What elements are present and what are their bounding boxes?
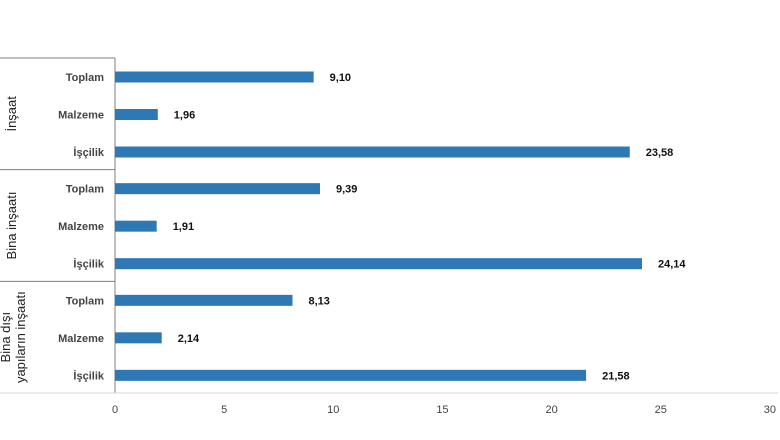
data-label: 21,58	[602, 370, 630, 382]
data-label: 23,58	[646, 147, 674, 159]
x-tick-label: 25	[655, 404, 667, 416]
x-tick-label: 20	[545, 404, 557, 416]
category-label: İşçilik	[73, 258, 104, 271]
x-tick-label: 5	[221, 404, 227, 416]
group-label-line: İnşaat	[4, 96, 19, 132]
data-label: 8,13	[308, 295, 329, 307]
category-label: Toplam	[66, 295, 105, 307]
data-label: 24,14	[658, 259, 686, 271]
chart-bars	[115, 71, 642, 381]
bar	[115, 258, 642, 270]
category-label: İşçilik	[73, 146, 104, 159]
group-label-line: Bina dışı	[0, 312, 13, 363]
data-label: 1,96	[174, 110, 195, 122]
group-label: Bina inşaatı	[4, 192, 19, 260]
data-label: 2,14	[178, 333, 200, 345]
bar	[115, 294, 293, 306]
category-label: Toplam	[66, 72, 105, 84]
x-tick-label: 0	[112, 404, 118, 416]
x-tick-label: 15	[436, 404, 448, 416]
bar	[115, 183, 320, 195]
category-label: İşçilik	[73, 369, 104, 382]
bar	[115, 146, 630, 158]
bar	[115, 109, 158, 120]
group-label: İnşaat	[4, 96, 19, 132]
group-label-line: yapıların inşaatı	[13, 291, 28, 383]
x-tick-label: 10	[327, 404, 339, 416]
group-label-line: Bina inşaatı	[4, 192, 19, 260]
data-label: 9,39	[336, 184, 357, 196]
group-label: Bina dışıyapıların inşaatı	[0, 291, 28, 383]
category-label: Malzeme	[58, 221, 104, 233]
category-label: Toplam	[66, 184, 105, 196]
bar	[115, 220, 157, 232]
category-label: Malzeme	[58, 333, 104, 345]
x-tick-label: 30	[764, 404, 776, 416]
category-label: Malzeme	[58, 110, 104, 122]
bar	[115, 369, 587, 381]
chart-labels: 0 5 10 15 20 25 30 İnşaat Toplam 9,10 Malzeme 1,96 İ…	[0, 72, 776, 416]
bar	[115, 332, 162, 344]
data-label: 1,91	[173, 221, 194, 233]
bar	[115, 71, 314, 83]
data-label: 9,10	[330, 72, 351, 84]
